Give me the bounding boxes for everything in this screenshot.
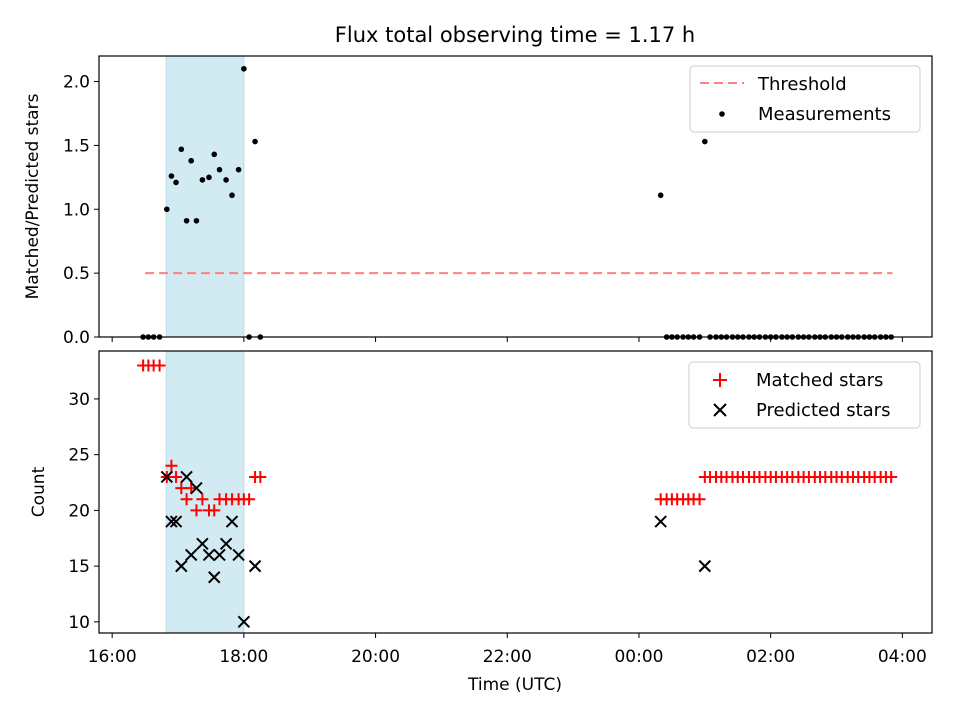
measurement-point bbox=[223, 177, 229, 183]
bottom-axes-frame bbox=[98, 350, 933, 634]
matched-star-point bbox=[254, 470, 267, 483]
measurement-point bbox=[173, 179, 179, 186]
predicted-star-point bbox=[165, 515, 178, 528]
legend-measurements-swatch bbox=[719, 111, 725, 117]
measurement-point bbox=[199, 177, 206, 183]
matched-star-point bbox=[153, 359, 166, 372]
y-tick-label: 10 bbox=[68, 613, 90, 633]
matched-star-point bbox=[170, 470, 183, 483]
y-tick-label: 15 bbox=[68, 557, 90, 577]
top-x-axis-ticks bbox=[111, 337, 903, 342]
predicted-star-point bbox=[232, 548, 245, 562]
predicted-star-point bbox=[208, 571, 221, 584]
top-legend: Threshold Measurements bbox=[689, 65, 921, 133]
matched-star-point bbox=[190, 504, 203, 517]
predicted-star-point bbox=[184, 548, 198, 562]
predicted-star-point bbox=[225, 515, 239, 528]
legend-matched-swatch bbox=[713, 373, 727, 387]
observing-window-shade bbox=[165, 350, 245, 634]
bottom-legend: Matched stars Predicted stars bbox=[688, 361, 921, 429]
matched-star-point bbox=[243, 493, 256, 506]
predicted-star-point bbox=[160, 470, 174, 484]
matched-star-point bbox=[693, 493, 706, 506]
top-y-axis-label: Matched/Predicted stars bbox=[23, 93, 43, 299]
predicted-star-point bbox=[202, 548, 216, 562]
y-tick-label: 30 bbox=[68, 390, 90, 410]
top-panel: 0.00.51.01.52.0 Matched/Predicted stars … bbox=[23, 55, 933, 348]
x-tick-label: 22:00 bbox=[483, 647, 532, 667]
measurement-point bbox=[206, 174, 212, 181]
x-tick-label: 00:00 bbox=[614, 647, 663, 667]
predicted-star-point bbox=[169, 515, 183, 528]
bottom-y-axis-ticks: 10 15 20 25 30 bbox=[68, 390, 99, 633]
predicted-star-point bbox=[180, 470, 193, 484]
y-tick-label: 20 bbox=[68, 501, 90, 521]
x-tick-label: 18:00 bbox=[219, 647, 268, 667]
predicted-star-point bbox=[219, 537, 233, 551]
predicted-star-point bbox=[213, 548, 226, 562]
predicted-star-point bbox=[190, 481, 203, 495]
top-axes-frame bbox=[98, 55, 933, 338]
y-tick-label: 2.0 bbox=[63, 73, 90, 93]
measurement-point bbox=[188, 157, 194, 164]
measurement-point bbox=[183, 217, 190, 224]
predicted-star-point bbox=[248, 559, 262, 573]
x-axis-label: Time (UTC) bbox=[467, 675, 562, 695]
y-tick-label: 0.5 bbox=[63, 264, 90, 284]
predicted-star-point bbox=[237, 615, 251, 629]
top-y-axis-ticks: 0.0 0.5 1.0 1.5 2.0 bbox=[63, 73, 99, 348]
matched-star-point bbox=[208, 504, 221, 517]
x-tick-label: 16:00 bbox=[88, 647, 137, 667]
predicted-star-point bbox=[698, 559, 712, 573]
y-tick-label: 25 bbox=[68, 446, 90, 466]
matched-star-point bbox=[196, 493, 209, 506]
matched-star-point bbox=[165, 459, 178, 472]
y-tick-label: 0.0 bbox=[63, 328, 90, 348]
legend-matched-label: Matched stars bbox=[756, 370, 883, 391]
measurement-point bbox=[241, 65, 247, 72]
measurement-point bbox=[657, 192, 664, 199]
measurement-point bbox=[168, 173, 175, 179]
predicted-stars-series bbox=[160, 470, 712, 629]
matched-star-point bbox=[180, 493, 193, 506]
measurement-point bbox=[193, 217, 200, 224]
measurement-point bbox=[252, 138, 258, 145]
x-tick-label: 20:00 bbox=[351, 647, 400, 667]
predicted-star-point bbox=[654, 515, 667, 528]
matched-stars-series bbox=[137, 359, 898, 517]
legend-predicted-swatch bbox=[713, 403, 727, 417]
bottom-panel: 10 15 20 25 30 16:00 18:00 20:00 22:00 00:00 02:0… bbox=[29, 350, 933, 695]
x-tick-label: 02:00 bbox=[746, 647, 795, 667]
measurement-point bbox=[164, 206, 170, 213]
predicted-star-point bbox=[175, 559, 188, 573]
chart-title: Flux total observing time = 1.17 h bbox=[335, 23, 695, 47]
x-tick-label: 04:00 bbox=[878, 647, 927, 667]
y-tick-label: 1.5 bbox=[63, 136, 90, 156]
measurement-point bbox=[702, 138, 708, 145]
bottom-y-axis-label: Count bbox=[29, 466, 49, 517]
measurement-point bbox=[229, 192, 235, 199]
y-tick-label: 1.0 bbox=[63, 200, 90, 220]
measurement-point bbox=[235, 166, 242, 173]
legend-measurements-label: Measurements bbox=[758, 104, 891, 125]
legend-predicted-label: Predicted stars bbox=[756, 400, 890, 421]
predicted-star-point bbox=[196, 537, 209, 551]
measurement-point bbox=[211, 151, 218, 158]
matched-star-point bbox=[885, 470, 898, 483]
measurement-point bbox=[178, 146, 185, 153]
measurement-point bbox=[216, 166, 223, 173]
legend-threshold-label: Threshold bbox=[757, 74, 847, 95]
bottom-x-axis-ticks: 16:00 18:00 20:00 22:00 00:00 02:00 04:00 bbox=[88, 633, 927, 667]
